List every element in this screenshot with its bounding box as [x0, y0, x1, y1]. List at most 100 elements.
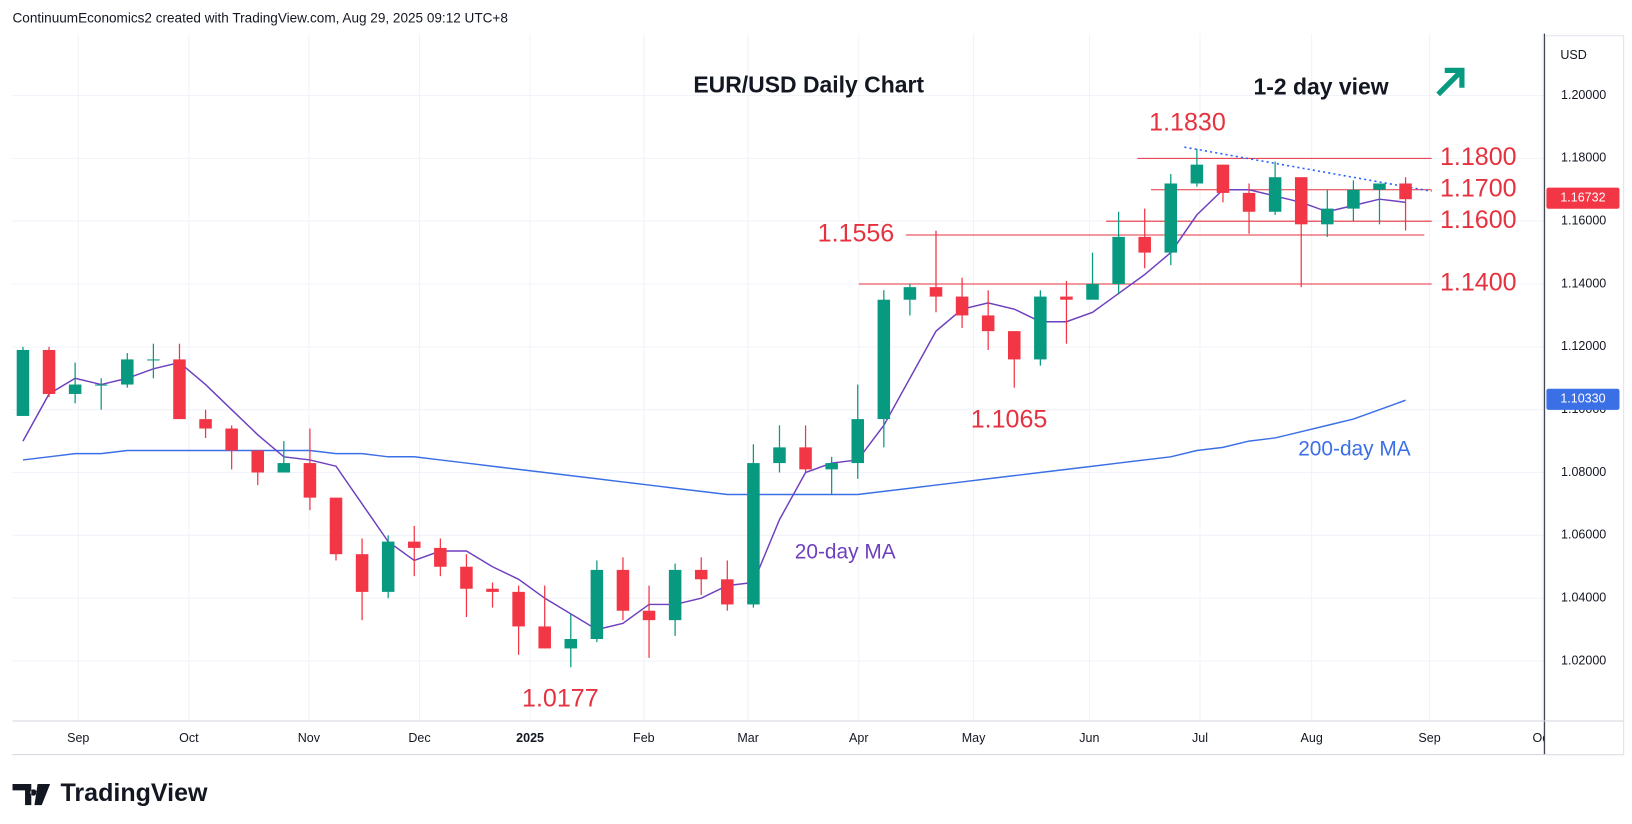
y-tick-label: 1.02000 — [1561, 653, 1606, 667]
candle-body — [721, 579, 734, 605]
candle-body — [851, 419, 864, 464]
candle-body — [1268, 177, 1282, 212]
level-label: 1.1830 — [1149, 108, 1226, 136]
candle-body — [1060, 296, 1073, 300]
level-label: 1.0177 — [522, 684, 599, 712]
candle-body — [694, 569, 708, 580]
currency-label: USD — [1560, 48, 1586, 62]
x-tick-label: Jun — [1079, 731, 1099, 745]
x-tick-label: Sep — [67, 731, 89, 745]
x-tick-label: Sep — [1418, 731, 1440, 745]
candle-body — [1373, 183, 1386, 190]
candle-body — [434, 547, 447, 567]
level-label: 1.1700 — [1440, 174, 1517, 202]
candle-body — [564, 639, 578, 649]
candle-body — [147, 359, 160, 361]
candle-body — [355, 554, 369, 592]
candle-body — [199, 419, 212, 429]
ma200-tag-box — [1546, 388, 1620, 410]
candle-body — [668, 569, 682, 621]
candle-body — [381, 541, 395, 592]
candle-body — [329, 497, 343, 555]
level-label: 1.1600 — [1440, 206, 1517, 234]
candle-body — [1034, 296, 1047, 360]
candle-body — [642, 610, 656, 621]
candle-body — [512, 591, 525, 627]
candle-body — [94, 384, 108, 386]
candle-body — [1112, 236, 1125, 285]
candle-body — [590, 569, 604, 640]
candle-body — [1164, 183, 1178, 253]
candle-body — [1190, 164, 1204, 184]
price-tag-text: 1.16732 — [1560, 190, 1605, 204]
trendline — [1184, 146, 1432, 193]
plot-area: Sep Oct Nov Dec 2025 Feb Mar Apr May Jun Jul Aug Sep… — [12, 33, 1552, 745]
y-tick-label: 1.16000 — [1561, 213, 1606, 227]
candle-body — [1399, 183, 1412, 200]
candle-body — [1294, 177, 1308, 225]
candle-body — [1086, 284, 1099, 300]
logo-icon — [12, 784, 51, 806]
x-tick-label: Nov — [298, 731, 321, 745]
y-tick-label: 1.20000 — [1561, 88, 1606, 102]
price-tag-box — [1546, 187, 1620, 209]
candle-body — [747, 463, 760, 605]
candle-body — [981, 315, 995, 332]
x-tick-label: May — [962, 731, 986, 745]
x-tick-label: Feb — [633, 731, 655, 745]
candle-body — [408, 541, 421, 548]
candle-body — [773, 447, 786, 464]
candle-body — [799, 447, 812, 470]
x-tick-label: Oct — [179, 731, 199, 745]
up-arrow-icon — [1436, 67, 1465, 97]
chart-subtitle: 1-2 day view — [1253, 73, 1388, 99]
candle-body — [251, 450, 264, 473]
candle-body — [277, 463, 291, 473]
candle-body — [173, 359, 186, 420]
level-label: 1.1065 — [971, 405, 1048, 433]
level-label: 1.1800 — [1440, 143, 1517, 171]
candle-body — [1216, 164, 1230, 193]
candle-body — [877, 299, 891, 420]
candle-body — [1321, 208, 1334, 225]
candle-body — [42, 349, 56, 394]
header-text: ContinuumEconomics2 created with Trading… — [13, 10, 508, 25]
y-tick-label: 1.08000 — [1561, 465, 1606, 479]
candle-body — [460, 566, 473, 589]
ma200-tag-text: 1.10330 — [1560, 392, 1605, 406]
x-tick-label: Dec — [408, 731, 430, 745]
chart-title: EUR/USD Daily Chart — [693, 71, 924, 97]
candle-body — [825, 463, 838, 470]
candle-body — [1138, 236, 1151, 253]
y-tick-label: 1.14000 — [1561, 276, 1606, 290]
ma20-label: 20-day MA — [795, 540, 896, 563]
y-tick-label: 1.12000 — [1561, 339, 1606, 353]
top-right-border — [1544, 35, 1625, 756]
candle-body — [616, 569, 630, 611]
candle-body — [929, 287, 943, 297]
x-tick-label: Mar — [737, 731, 759, 745]
ma200-line — [22, 399, 1406, 496]
x-tick-label: Apr — [849, 731, 868, 745]
y-tick-label: 1.04000 — [1561, 590, 1606, 604]
candle-body — [121, 359, 134, 385]
candle-body — [486, 588, 499, 592]
level-label: 1.1556 — [818, 220, 895, 248]
candle-body — [538, 626, 551, 649]
candle-body — [1008, 331, 1021, 360]
candle-body — [303, 463, 317, 498]
ma200-label: 200-day MA — [1298, 437, 1411, 460]
candle-body — [1242, 192, 1256, 212]
candle-body — [955, 296, 969, 316]
x-tick-label: Jul — [1192, 731, 1208, 745]
logo-text: TradingView — [61, 779, 208, 807]
y-tick-label: 1.18000 — [1561, 151, 1606, 165]
candle-body — [16, 349, 30, 416]
candle-body — [225, 428, 238, 451]
candle-body — [903, 287, 917, 300]
level-label: 1.1400 — [1440, 269, 1517, 297]
x-tick-label: Aug — [1301, 731, 1323, 745]
